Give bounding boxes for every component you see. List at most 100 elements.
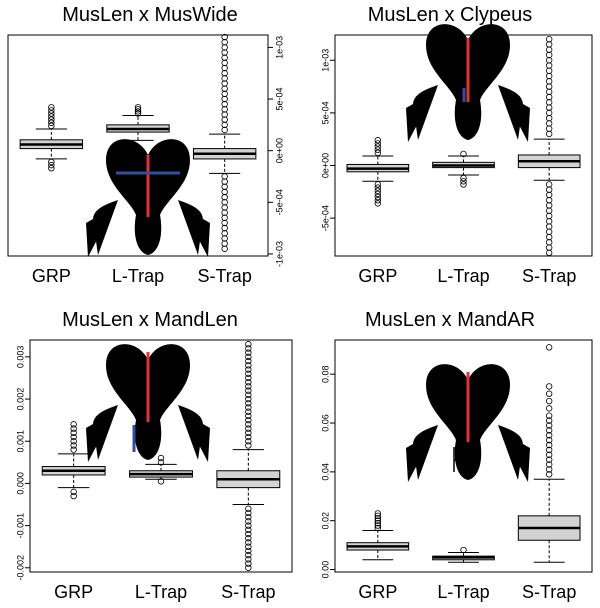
outlier xyxy=(545,228,553,235)
outlier xyxy=(134,108,142,115)
outlier xyxy=(221,121,228,129)
outlier xyxy=(157,459,165,466)
x-category-label: GRP xyxy=(358,582,397,602)
outlier xyxy=(221,95,228,103)
outlier xyxy=(245,408,252,415)
outlier xyxy=(245,370,252,377)
x-category-label: GRP xyxy=(358,266,397,286)
y-tick-label: 0.08 xyxy=(320,365,330,383)
outlier xyxy=(221,183,228,191)
outlier xyxy=(48,110,55,117)
outlier xyxy=(374,190,382,198)
panel: MusLen x MandLen -0.002 -0.001 0.000 0.001 0.… xyxy=(15,309,293,602)
outlier xyxy=(545,181,553,188)
outlier xyxy=(221,54,228,61)
outlier xyxy=(221,219,228,227)
outlier xyxy=(545,51,553,59)
outlier xyxy=(221,111,228,118)
outlier xyxy=(245,416,252,424)
outlier xyxy=(374,143,382,150)
y-tick-label: 0e+00 xyxy=(320,153,330,178)
panel-title: MusLen x Clypeus xyxy=(368,4,533,26)
y-tick-label: 0.06 xyxy=(320,414,330,432)
outlier xyxy=(134,110,142,117)
panel: MusLen x MusWide -1e-03 -5e-04 0e+00 5e-04 1e… xyxy=(7,4,284,286)
ant-diagram xyxy=(406,24,530,142)
outlier xyxy=(545,93,553,101)
outlier xyxy=(545,244,553,251)
y-tick-label: 0.000 xyxy=(15,472,25,495)
outlier xyxy=(245,400,252,407)
outlier xyxy=(221,80,228,87)
plot-frame xyxy=(7,34,269,257)
outlier xyxy=(545,466,553,473)
outlier xyxy=(245,349,252,356)
x-category-label: L-Trap xyxy=(437,266,489,286)
outlier xyxy=(221,188,228,196)
outlier xyxy=(545,197,553,204)
outlier xyxy=(221,224,228,232)
outlier xyxy=(545,72,553,80)
outlier xyxy=(545,202,553,209)
outlier xyxy=(374,137,382,144)
outlier xyxy=(245,429,252,436)
outlier xyxy=(545,344,553,351)
outlier xyxy=(245,433,252,441)
outlier xyxy=(221,106,228,113)
outlier xyxy=(48,116,55,123)
outlier xyxy=(245,378,252,386)
outlier xyxy=(245,345,252,352)
outlier xyxy=(545,114,553,122)
outlier xyxy=(245,526,252,534)
outlier xyxy=(48,158,55,166)
outlier xyxy=(460,174,467,182)
outlier xyxy=(374,519,382,527)
outlier xyxy=(545,83,553,90)
outlier xyxy=(245,395,252,403)
panel-title: MusLen x MandAR xyxy=(365,309,535,331)
outlier xyxy=(245,547,252,555)
outlier xyxy=(245,421,252,428)
x-category-label: S-Trap xyxy=(221,582,275,602)
outlier xyxy=(245,509,252,517)
outlier xyxy=(221,193,228,201)
outlier xyxy=(70,446,77,453)
outlier xyxy=(48,122,55,130)
outlier xyxy=(48,161,55,169)
y-tick-label: 0.003 xyxy=(15,346,25,369)
outlier xyxy=(245,362,252,369)
outlier xyxy=(545,471,553,478)
plot-frame xyxy=(334,339,593,573)
outlier xyxy=(70,492,77,500)
y-tick-label: 0.02 xyxy=(320,512,330,530)
outlier xyxy=(374,146,382,153)
outlier xyxy=(221,64,228,72)
outlier xyxy=(70,433,77,441)
outlier xyxy=(245,539,252,546)
outlier xyxy=(545,41,553,48)
outlier xyxy=(545,390,553,397)
outlier xyxy=(460,181,467,188)
outlier xyxy=(245,556,252,563)
outlier xyxy=(545,405,553,412)
y-tick-label: 0.002 xyxy=(15,388,25,411)
outlier xyxy=(245,383,252,390)
outlier xyxy=(245,543,252,550)
outlier xyxy=(221,44,228,51)
outlier xyxy=(545,422,553,429)
panel-title: MusLen x MandLen xyxy=(62,309,238,331)
outlier xyxy=(545,57,553,64)
outlier xyxy=(374,140,382,147)
outlier xyxy=(374,515,382,522)
outlier xyxy=(221,70,228,77)
panel: MusLen x MandAR 0.00 0.02 0.04 0.06 0.08 GRP L-… xyxy=(320,309,593,602)
outlier xyxy=(545,67,553,74)
y-tick-label: 5e-04 xyxy=(274,88,284,111)
outlier xyxy=(245,357,252,365)
outlier xyxy=(545,109,553,117)
outlier xyxy=(545,432,553,439)
outlier xyxy=(221,178,228,185)
y-tick-label: -1e-03 xyxy=(274,241,284,267)
plot-frame xyxy=(29,339,293,573)
outlier xyxy=(545,233,553,241)
